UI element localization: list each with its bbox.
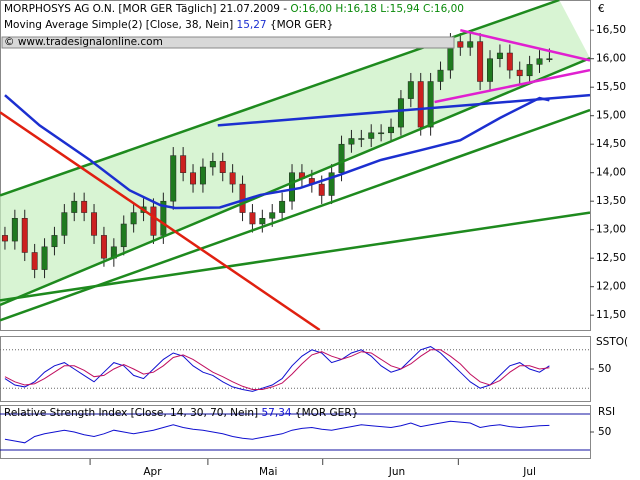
candle-body bbox=[170, 155, 177, 202]
trend-line bbox=[434, 68, 590, 104]
candle-body bbox=[259, 218, 266, 225]
ma-legend: Moving Average Simple(2) [Close, 38, Nei… bbox=[4, 19, 333, 31]
candle-body bbox=[180, 155, 187, 173]
ma-source: {MOR GER} bbox=[270, 19, 333, 31]
y-tick-label: 13,50 bbox=[596, 195, 626, 207]
x-tick-label: Apr bbox=[143, 466, 162, 478]
y-tick-label: 15,50 bbox=[596, 81, 626, 93]
trend-line bbox=[0, 111, 321, 330]
y-tick-label: 50 bbox=[598, 363, 611, 375]
copyright-box bbox=[1, 36, 455, 49]
candle-body bbox=[249, 212, 256, 225]
candle-body bbox=[1, 235, 8, 242]
y-tick-label: 50 bbox=[598, 426, 611, 438]
candle-body bbox=[368, 132, 375, 139]
candle-body bbox=[477, 41, 484, 82]
candle-body bbox=[536, 58, 543, 65]
candle-body bbox=[417, 81, 424, 128]
y-tick-label: 12,50 bbox=[596, 252, 626, 264]
candle-body bbox=[71, 200, 78, 213]
candle-body bbox=[120, 223, 127, 248]
y-tick-label: 16,50 bbox=[596, 24, 626, 36]
candle-body bbox=[407, 81, 414, 99]
copyright: © www.tradesignalonline.com bbox=[4, 36, 163, 48]
candle-body bbox=[209, 161, 216, 168]
y-tick-label: 16,00 bbox=[596, 53, 626, 65]
candle-body bbox=[338, 143, 345, 173]
trend-line bbox=[0, 211, 590, 302]
candle-body bbox=[546, 58, 553, 60]
candle-body bbox=[81, 200, 88, 213]
candle-body bbox=[190, 172, 197, 185]
candle-body bbox=[229, 172, 236, 185]
candle-body bbox=[11, 218, 18, 242]
candle-body bbox=[239, 183, 246, 213]
candle-body bbox=[328, 172, 335, 196]
ssto-panel bbox=[0, 336, 591, 402]
ma-label: Moving Average Simple(2) [Close, 38, Nei… bbox=[4, 19, 233, 31]
indicator-line bbox=[4, 349, 550, 390]
candle-body bbox=[41, 246, 48, 270]
candle-body bbox=[219, 161, 226, 173]
candle-body bbox=[388, 126, 394, 134]
candle-body bbox=[427, 81, 434, 128]
indicator-line bbox=[4, 346, 550, 392]
y-tick-label: 12,00 bbox=[596, 281, 626, 293]
candle-body bbox=[516, 69, 523, 77]
candle-body bbox=[91, 212, 98, 236]
candle-body bbox=[318, 183, 325, 196]
trend-line bbox=[217, 93, 590, 127]
rsi-source: {MOR GER} bbox=[295, 407, 358, 419]
y-tick-label: 14,50 bbox=[596, 138, 626, 150]
x-tick-label: Mai bbox=[259, 466, 277, 478]
candle-body bbox=[100, 235, 107, 259]
rsi-title: Relative Strength Index [Close, 14, 30, … bbox=[4, 407, 258, 419]
candle-body bbox=[150, 206, 157, 236]
ma-value: 15,27 bbox=[237, 19, 267, 31]
y-tick-label: 15,00 bbox=[596, 110, 626, 122]
candle-body bbox=[496, 52, 503, 59]
candle-body bbox=[279, 200, 286, 213]
candle-body bbox=[348, 138, 355, 145]
rsi-value: 57,34 bbox=[262, 407, 292, 419]
candle-body bbox=[506, 52, 513, 71]
rsi-label: RSI bbox=[598, 406, 615, 418]
y-tick-label: 11,50 bbox=[596, 309, 626, 321]
trend-line bbox=[0, 56, 590, 307]
rsi-legend: Relative Strength Index [Close, 14, 30, … bbox=[4, 407, 358, 419]
candle-body bbox=[467, 41, 474, 48]
candle-body bbox=[487, 58, 493, 82]
indicator-line bbox=[4, 420, 550, 444]
y-tick-label: 14,00 bbox=[596, 167, 626, 179]
ssto-label: SSTO( bbox=[596, 336, 628, 348]
trend-line bbox=[460, 28, 590, 62]
candle-body bbox=[199, 166, 206, 185]
candle-body bbox=[130, 212, 137, 225]
candle-body bbox=[358, 138, 365, 140]
moving-average bbox=[4, 94, 550, 210]
candle-body bbox=[21, 218, 28, 253]
currency: € bbox=[598, 3, 605, 15]
candle-body bbox=[61, 212, 68, 236]
candle-body bbox=[269, 212, 276, 219]
x-tick-label: Jul bbox=[522, 466, 536, 478]
candle-body bbox=[31, 252, 38, 270]
candle-body bbox=[378, 132, 385, 135]
ohlc: O:16,00 H:16,18 L:15,94 C:16,00 bbox=[290, 3, 464, 15]
candle-body bbox=[51, 235, 58, 248]
candle-body bbox=[526, 64, 533, 77]
candle-body bbox=[437, 69, 444, 82]
y-tick-label: 13,00 bbox=[596, 224, 626, 236]
candle-body bbox=[289, 172, 296, 202]
title: MORPHOSYS AG O.N. [MOR GER Täglich] 21.0… bbox=[4, 3, 464, 15]
candle-body bbox=[457, 41, 464, 48]
x-tick-label: Jun bbox=[388, 466, 405, 478]
candle-body bbox=[397, 98, 404, 128]
title-text: MORPHOSYS AG O.N. [MOR GER Täglich] 21.0… bbox=[4, 3, 287, 15]
